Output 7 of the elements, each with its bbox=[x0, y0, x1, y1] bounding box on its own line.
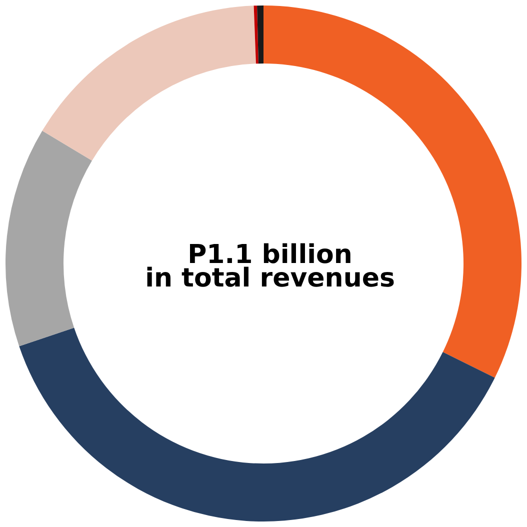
donut-slice bbox=[42, 6, 256, 161]
text: in total revenues bbox=[145, 263, 395, 294]
donut-slice bbox=[6, 130, 92, 346]
donut-slice bbox=[254, 6, 258, 64]
donut-slice bbox=[19, 328, 495, 522]
donut-slice bbox=[264, 6, 522, 378]
donut-slice bbox=[257, 6, 264, 64]
